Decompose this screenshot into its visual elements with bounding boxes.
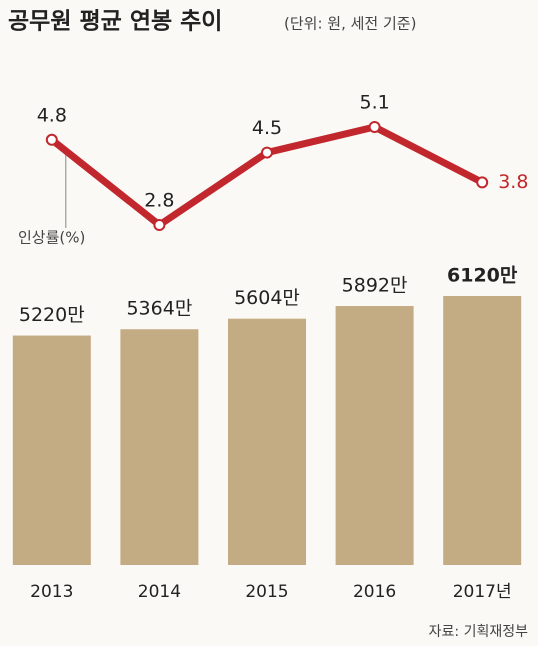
- x-tick-label: 2014: [138, 582, 181, 602]
- line-value-label: 4.5: [252, 117, 282, 139]
- line-point: [153, 219, 166, 231]
- line-point: [368, 121, 381, 133]
- bar: [443, 296, 522, 565]
- bar: [228, 318, 306, 565]
- x-tick-label: 2015: [245, 582, 288, 602]
- bar-value-label: 5604만: [234, 287, 300, 309]
- bar-value-label: 5892만: [342, 275, 408, 297]
- bar-value-label: 6120만: [447, 265, 518, 287]
- line-point: [261, 146, 273, 159]
- bar: [120, 329, 199, 565]
- line-value-label: 5.1: [359, 92, 389, 114]
- x-tick-label: 2016: [353, 582, 396, 602]
- line-value-label: 3.8: [498, 171, 528, 193]
- source: 자료: 기획재정부: [429, 624, 528, 640]
- chart-title: 공무원 평균 연봉 추이: [8, 9, 222, 35]
- line-series-label: 인상률(%): [18, 229, 85, 247]
- line-value-label: 2.8: [144, 190, 174, 212]
- bar: [12, 335, 91, 565]
- chart-subtitle: (단위: 원, 세전 기준): [284, 15, 416, 33]
- x-tick-label: 2017년: [453, 582, 512, 602]
- line-value-label: 4.8: [37, 104, 67, 126]
- line-point: [476, 176, 489, 189]
- bar-value-label: 5220만: [19, 304, 85, 326]
- line-point: [45, 133, 58, 146]
- x-tick-label: 2013: [30, 582, 73, 602]
- bar-value-label: 5364만: [126, 298, 192, 320]
- bar: [335, 306, 414, 565]
